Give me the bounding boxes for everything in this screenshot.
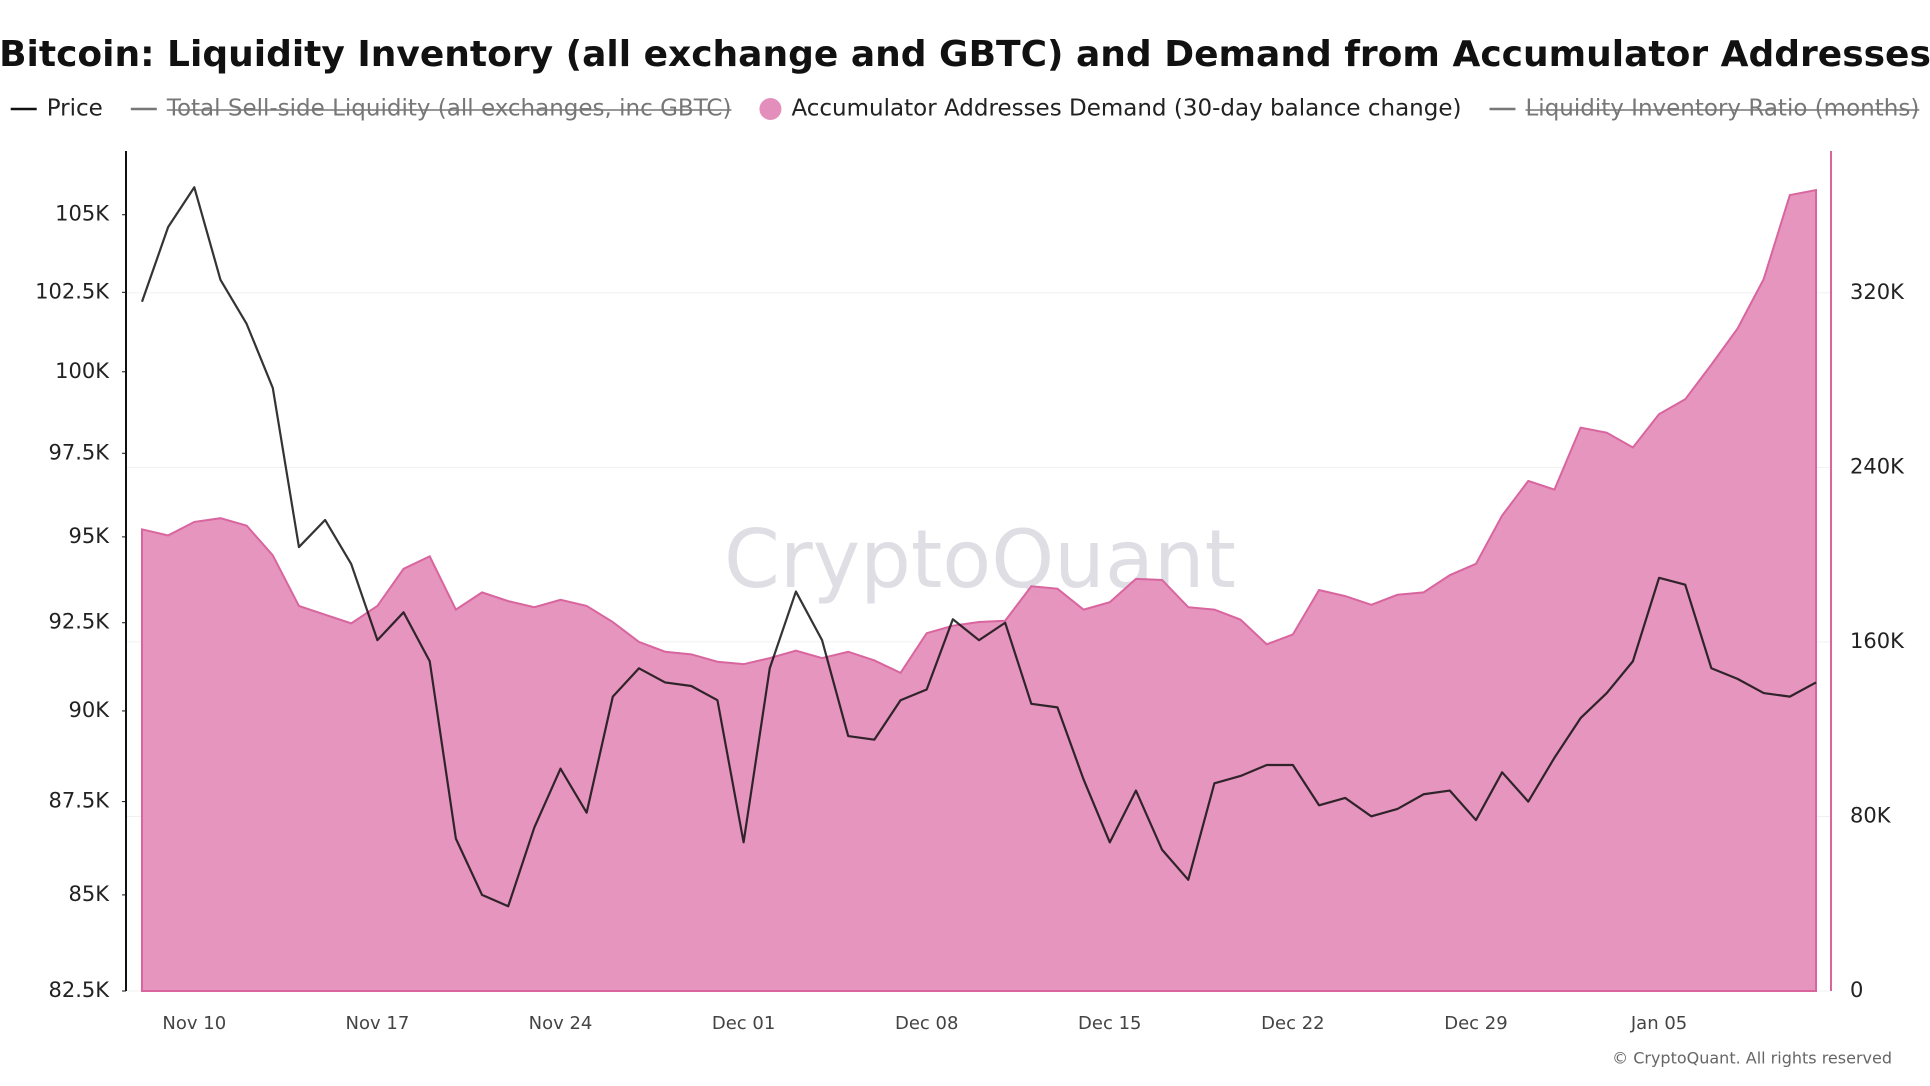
x-tick-label: Nov 24 [529, 1013, 593, 1034]
y2-tick-label: 80K [1850, 803, 1892, 827]
x-tick-label: Dec 22 [1261, 1013, 1324, 1034]
y2-tick-label: 160K [1850, 629, 1905, 653]
footer: © CryptoQuant. All rights reserved [1612, 1049, 1892, 1068]
chart-title: Bitcoin: Liquidity Inventory (all exchan… [0, 34, 1930, 75]
y-tick-label: 90K [69, 698, 111, 722]
x-tick-label: Dec 08 [895, 1013, 958, 1034]
legend-item: Price [10, 96, 103, 122]
x-tick-label: Dec 29 [1444, 1013, 1507, 1034]
y-tick-label: 82.5K [48, 978, 110, 1002]
y-tick-label: 92.5K [48, 610, 110, 634]
y-tick-label: 102.5K [35, 279, 110, 303]
price-line [140, 186, 1817, 908]
legend-item: Liquidity Inventory Ratio (months) [1489, 96, 1920, 122]
y2-tick-label: 0 [1850, 978, 1863, 1002]
legend-item: Total Sell-side Liquidity (all exchanges… [130, 96, 732, 122]
legend-label: Price [47, 96, 103, 122]
y2-tick-label: 240K [1850, 454, 1905, 478]
legend-item: Accumulator Addresses Demand (30-day bal… [759, 96, 1461, 122]
y-tick-label: 87.5K [48, 789, 110, 813]
area [141, 188, 1817, 992]
y-tick-label: 85K [69, 882, 111, 906]
x-tick-label: Jan 05 [1630, 1013, 1687, 1034]
legend-label: Total Sell-side Liquidity (all exchanges… [166, 96, 732, 122]
y-tick-label: 97.5K [48, 440, 110, 464]
x-tick-label: Dec 15 [1078, 1013, 1141, 1034]
x-tick-label: Nov 17 [346, 1013, 410, 1034]
y-tick-label: 95K [69, 524, 111, 548]
x-tick-label: Nov 10 [162, 1013, 226, 1034]
y-tick-label: 100K [55, 359, 110, 383]
x-tick-label: Dec 01 [712, 1013, 775, 1034]
legend: Price Total Sell-side Liquidity (all exch… [10, 96, 1920, 122]
y2-tick-label: 320K [1850, 280, 1905, 304]
legend-marker [759, 98, 782, 120]
legend-label: Liquidity Inventory Ratio (months) [1525, 96, 1919, 122]
y-tick-label: 105K [55, 202, 110, 226]
legend-label: Accumulator Addresses Demand (30-day bal… [791, 96, 1461, 122]
